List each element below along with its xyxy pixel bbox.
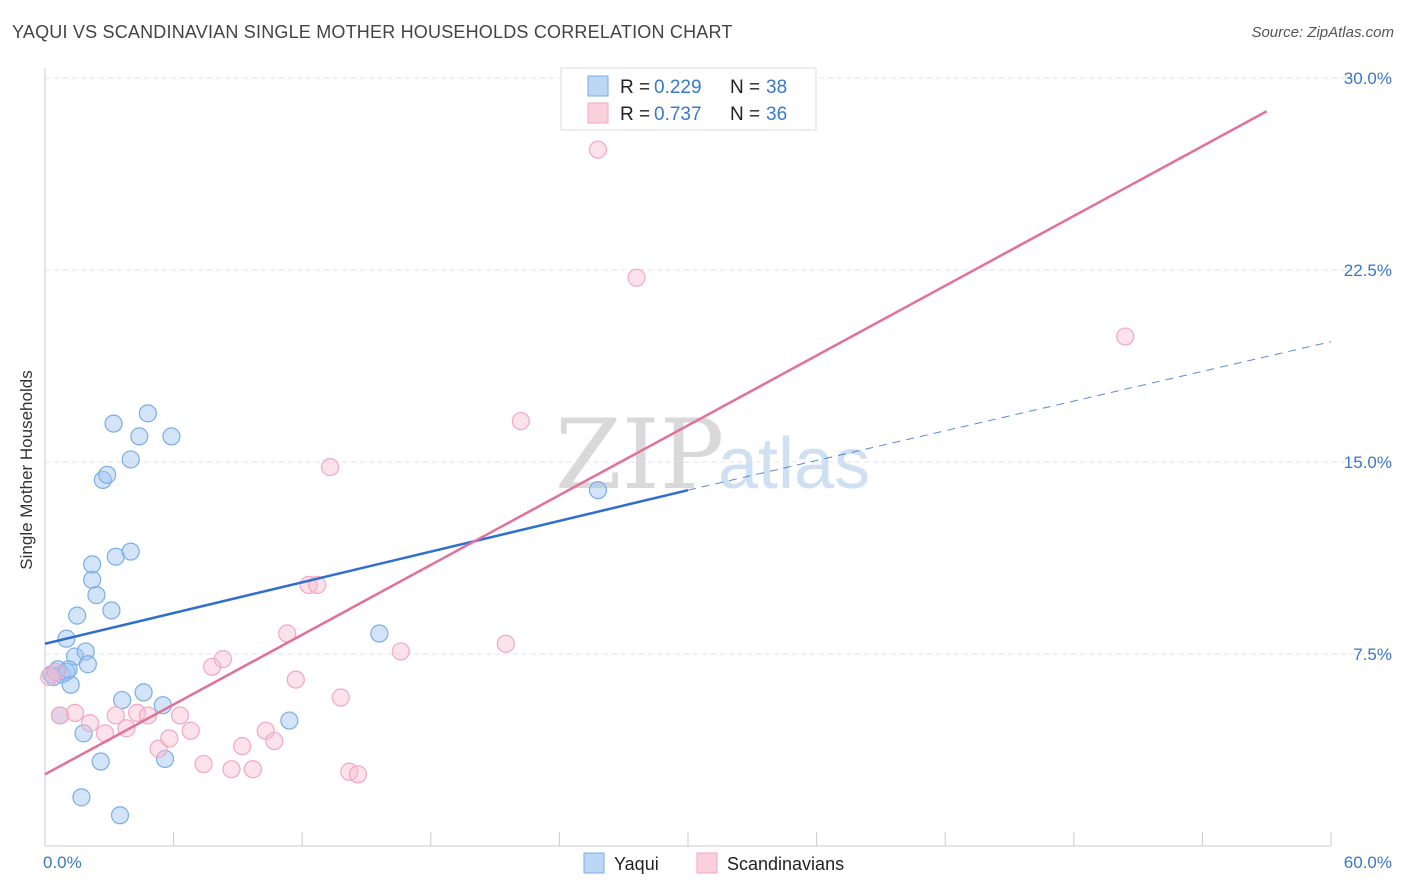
scandinavians-point [194, 754, 213, 774]
scandinavians-point [331, 688, 350, 707]
scandinavians-point [348, 765, 368, 784]
scandinavians-point [222, 760, 241, 779]
watermark-zip: ZIP [555, 399, 724, 511]
data-points [40, 140, 1135, 825]
yaqui-point [102, 601, 121, 620]
scandinavians-point [320, 458, 340, 477]
yaqui-point [91, 752, 110, 771]
scandinavians-point [181, 721, 200, 740]
scandinavians-point [286, 670, 305, 689]
legend-yaqui-r-label: R = [620, 77, 650, 98]
y-tick-labels: 7.5% 15.0% 22.5% 30.0% [1344, 69, 1392, 664]
chart-title: YAQUI VS SCANDINAVIAN SINGLE MOTHER HOUS… [12, 22, 733, 42]
scandinavians-point [1116, 327, 1135, 346]
x-tick-label-max: 60.0% [1344, 853, 1392, 872]
stats-legend: R = 0.229 N = 38 R = 0.737 N = 36 [560, 67, 817, 131]
x-tick-label-min: 0.0% [43, 853, 82, 872]
legend-scandinavians-n-label: N = [730, 104, 760, 125]
y-tick-label: 22.5% [1344, 261, 1392, 280]
yaqui-point [110, 806, 130, 825]
yaqui-point [113, 690, 132, 710]
legend-yaqui-n-label: N = [730, 77, 760, 98]
y-tick-label: 30.0% [1344, 69, 1392, 88]
source-credit: Source: ZipAtlas.com [1251, 24, 1394, 41]
bottom-legend-swatch-scandinavians [696, 852, 718, 874]
scandinavians-point [128, 703, 147, 722]
scandinavians-point [170, 706, 190, 725]
yaqui-point [370, 624, 389, 643]
yaqui-trend-line [44, 488, 689, 645]
yaqui-point [155, 749, 175, 769]
scandinavians-point [588, 140, 608, 159]
yaqui-point [61, 675, 80, 694]
scandinavians-point [627, 268, 646, 287]
bottom-legend-label-yaqui: Yaqui [614, 854, 659, 874]
scandinavians-point [496, 634, 515, 653]
yaqui-point [98, 465, 117, 484]
legend-scandinavians-r-label: R = [620, 104, 650, 125]
series-legend: Yaqui Scandinavians [583, 852, 844, 874]
scandinavians-trend-line [44, 110, 1268, 776]
scandinavians-point [160, 729, 179, 748]
y-tick-label: 7.5% [1353, 645, 1392, 664]
watermark-atlas: atlas [718, 424, 870, 504]
legend-yaqui-r-value: 0.229 [654, 77, 702, 98]
axes [44, 68, 1332, 847]
yaqui-point [134, 683, 153, 702]
yaqui-point [68, 606, 87, 625]
scandinavians-point [65, 703, 85, 722]
scandinavians-point [213, 650, 232, 669]
scandinavians-point [265, 731, 284, 751]
yaqui-point [130, 427, 149, 446]
yaqui-point [78, 655, 97, 674]
scandinavians-point [50, 706, 70, 725]
yaqui-point [162, 427, 181, 446]
legend-swatch-scandinavians [587, 102, 609, 124]
scandinavians-point [233, 737, 252, 756]
yaqui-point [87, 586, 106, 605]
yaqui-point [280, 711, 299, 730]
y-axis-title: Single Mother Households [17, 370, 36, 569]
yaqui-point [74, 724, 93, 743]
bottom-legend-swatch-yaqui [583, 852, 605, 874]
scandinavians-point [511, 411, 530, 431]
legend-scandinavians-r-value: 0.737 [654, 104, 702, 125]
scandinavians-point [80, 714, 100, 733]
y-tick-label: 15.0% [1344, 453, 1392, 472]
grid [45, 77, 1392, 655]
legend-yaqui-n-value: 38 [766, 77, 787, 98]
yaqui-point [83, 555, 102, 574]
legend-swatch-yaqui [587, 75, 609, 97]
yaqui-point [121, 450, 140, 469]
scandinavians-point [46, 662, 65, 682]
yaqui-point [104, 414, 123, 433]
scandinavians-point [391, 642, 410, 661]
trend-lines [44, 110, 1332, 776]
bottom-legend-label-scandinavians: Scandinavians [727, 854, 844, 874]
yaqui-point [83, 570, 102, 589]
yaqui-point [121, 542, 140, 561]
yaqui-point [138, 404, 157, 423]
yaqui-trend-extension [687, 341, 1332, 491]
legend-scandinavians-n-value: 36 [766, 104, 787, 125]
scandinavians-point [106, 706, 125, 725]
scandinavians-point [243, 760, 263, 779]
yaqui-point [72, 788, 91, 807]
yaqui-point [588, 481, 608, 500]
